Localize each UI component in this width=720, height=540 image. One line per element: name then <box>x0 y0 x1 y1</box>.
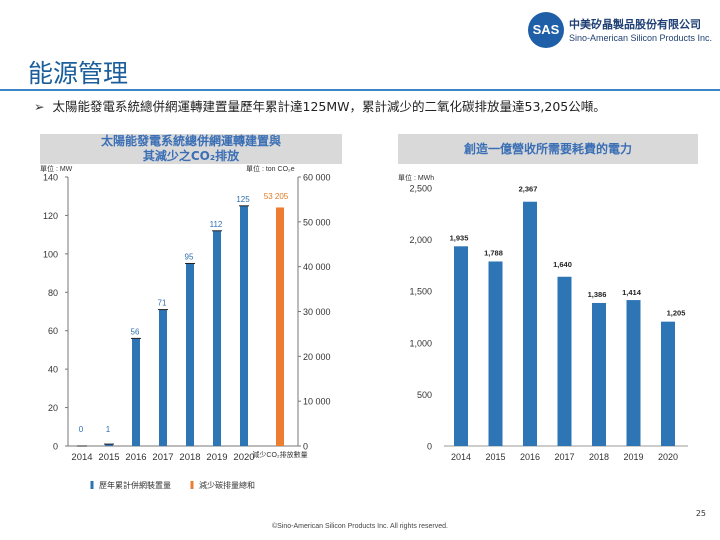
installed-capacity-label-2019: 112 <box>210 220 223 229</box>
left-x-tick-label: 2015 <box>98 452 119 463</box>
bullet-arrow-icon: ➢ <box>34 99 45 114</box>
co2-category-label: 減少CO₂排放數量 <box>252 450 307 459</box>
right-chart-tick-label: 2,000 <box>409 235 432 245</box>
right-chart-tick-label: 0 <box>427 442 432 452</box>
installed-capacity-label-2015: 1 <box>106 425 111 434</box>
right-chart-x-tick-label: 2017 <box>554 452 574 462</box>
right-tick-label: 30 000 <box>303 307 331 317</box>
right-tick-label: 0 <box>303 442 308 452</box>
installed-capacity-bar-2015 <box>105 444 113 446</box>
legend-label-co2: 減少碳排量總和 <box>199 480 255 490</box>
right-chart-x-tick-label: 2014 <box>451 452 471 462</box>
left-tick-label: 80 <box>48 288 58 298</box>
logo-badge: SAS <box>528 12 564 48</box>
summary-bullet: ➢ 太陽能發電系統總併網運轉建置量歷年累計達125MW，累計減少的二氧化碳排放量達… <box>34 96 606 115</box>
left-chart-header: 太陽能發電系統總併網運轉建置與 其減少之CO₂排放 <box>40 134 342 164</box>
left-tick-label: 100 <box>43 249 58 259</box>
installed-capacity-bar-2016 <box>132 338 140 446</box>
company-name-cn: 中美矽晶製品股份有限公司 <box>569 18 701 31</box>
electricity-bar-2018 <box>592 302 606 446</box>
right-chart-header: 創造一億營收所需要耗費的電力 <box>398 134 698 164</box>
electricity-label-2019: 1,414 <box>622 288 642 297</box>
right-chart-x-tick-label: 2020 <box>658 452 678 462</box>
left-axis-unit: 單位 : MW <box>40 164 73 173</box>
left-x-tick-label: 2019 <box>206 452 227 463</box>
co2-reduction-label: 53 205 <box>264 192 289 201</box>
installed-capacity-bar-2018 <box>186 263 194 446</box>
installed-capacity-label-2017: 71 <box>158 299 167 308</box>
right-chart-tick-label: 2,500 <box>409 184 432 194</box>
electricity-bar-2015 <box>488 261 503 446</box>
left-tick-label: 40 <box>48 365 58 375</box>
right-chart-tick-label: 500 <box>417 390 432 400</box>
right-chart-x-tick-label: 2019 <box>623 452 643 462</box>
electricity-label-2020: 1,205 <box>667 309 686 318</box>
right-chart-x-tick-label: 2016 <box>520 452 540 462</box>
right-chart-axis-unit: 單位 : MWh <box>398 173 434 182</box>
electricity-bar-2019 <box>626 300 641 446</box>
electricity-label-2015: 1,788 <box>484 248 503 257</box>
left-chart-title-line1: 太陽能發電系統總併網運轉建置與 <box>100 134 281 148</box>
right-chart-tick-label: 1,000 <box>409 338 432 348</box>
electricity-label-2018: 1,386 <box>588 290 607 299</box>
left-tick-label: 60 <box>48 326 58 336</box>
left-tick-label: 0 <box>53 442 58 452</box>
left-x-tick-label: 2020 <box>233 452 254 463</box>
installed-capacity-label-2016: 56 <box>131 327 140 336</box>
right-chart-x-tick-label: 2018 <box>589 452 609 462</box>
left-x-tick-label: 2017 <box>152 452 173 463</box>
installed-capacity-bar-2017 <box>159 309 167 446</box>
electricity-label-2014: 1,935 <box>450 233 469 242</box>
summary-text: 太陽能發電系統總併網運轉建置量歷年累計達125MW，累計減少的二氧化碳排放量達5… <box>52 99 606 114</box>
right-tick-label: 10 000 <box>303 397 331 407</box>
electricity-bar-2016 <box>523 201 537 446</box>
footer-copyright: ©Sino-American Silicon Products Inc. All… <box>272 523 448 530</box>
title-divider <box>0 89 720 91</box>
installed-capacity-bar-2019 <box>213 230 221 446</box>
page-number: 25 <box>695 509 706 518</box>
right-chart-title: 創造一億營收所需要耗費的電力 <box>463 142 632 156</box>
right-chart-tick-label: 1,500 <box>409 287 432 297</box>
electricity-bar-2014 <box>454 246 468 446</box>
electricity-bar-2020 <box>661 321 675 446</box>
left-tick-label: 20 <box>48 403 58 413</box>
left-x-tick-label: 2018 <box>179 452 200 463</box>
electricity-label-2017: 1,640 <box>553 260 572 269</box>
left-x-tick-label: 2014 <box>71 452 92 463</box>
installed-capacity-label-2014: 0 <box>79 425 84 434</box>
co2-reduction-bar <box>276 207 284 446</box>
company-logo: SAS 中美矽晶製品股份有限公司 Sino-American Silicon P… <box>528 12 712 48</box>
electricity-label-2016: 2,367 <box>519 185 538 194</box>
installed-capacity-label-2020: 125 <box>236 195 250 204</box>
legend-label-capacity: 歷年累計併網裝置量 <box>99 480 171 490</box>
right-axis-unit: 單位 : ton CO₂e <box>246 164 295 173</box>
right-tick-label: 50 000 <box>303 217 331 227</box>
page-title: 能源管理 <box>28 59 129 88</box>
right-tick-label: 20 000 <box>303 352 331 362</box>
left-tick-label: 140 <box>43 173 58 183</box>
left-x-tick-label: 2016 <box>125 452 146 463</box>
left-tick-label: 120 <box>43 211 58 221</box>
right-tick-label: 40 000 <box>303 262 331 272</box>
installed-capacity-bar-2020 <box>240 205 248 446</box>
electricity-bar-2017 <box>557 276 572 446</box>
right-tick-label: 60 000 <box>303 173 331 183</box>
company-name-en: Sino-American Silicon Products Inc. <box>569 33 713 43</box>
installed-capacity-label-2018: 95 <box>185 252 194 261</box>
left-chart-title-line2: 其減少之CO₂排放 <box>142 149 240 163</box>
right-chart-x-tick-label: 2015 <box>485 452 505 462</box>
